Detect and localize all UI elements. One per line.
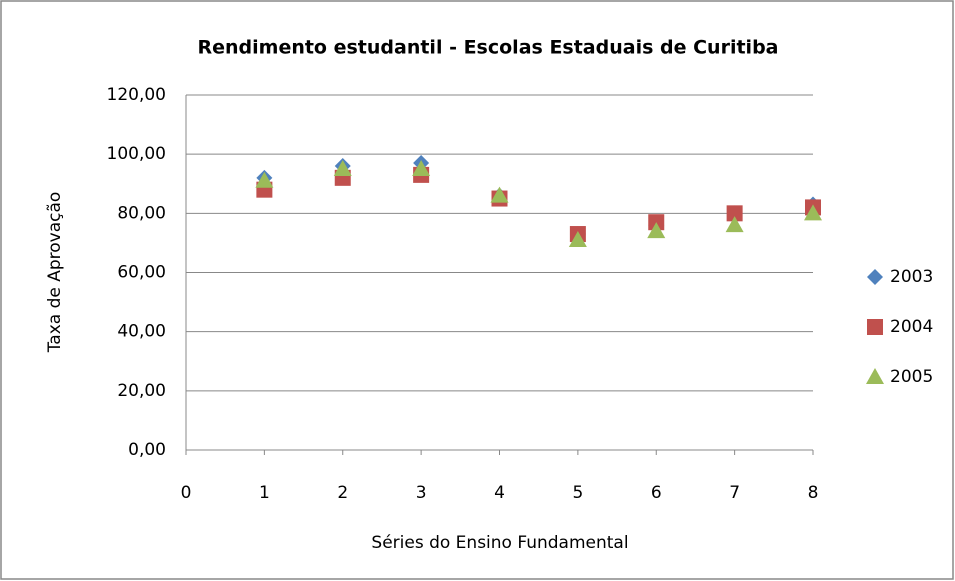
x-tick-label: 4 bbox=[494, 483, 505, 503]
legend-label: 2003 bbox=[890, 267, 933, 287]
x-tick-label: 6 bbox=[651, 483, 662, 503]
point bbox=[647, 222, 666, 239]
point bbox=[568, 230, 587, 247]
legend-swatch bbox=[867, 269, 883, 285]
y-axis-label: Taxa de Aprovação bbox=[45, 192, 65, 354]
y-tick-label: 60,00 bbox=[117, 263, 166, 283]
y-tick-label: 20,00 bbox=[117, 381, 166, 401]
point bbox=[804, 204, 822, 221]
point bbox=[412, 159, 431, 176]
legend-label: 2004 bbox=[890, 317, 933, 337]
x-tick-label: 1 bbox=[259, 483, 270, 503]
y-tick-label: 120,00 bbox=[107, 85, 166, 105]
x-tick-label: 3 bbox=[416, 483, 427, 503]
y-tick-label: 80,00 bbox=[117, 203, 166, 223]
x-tick-label: 8 bbox=[808, 483, 819, 503]
x-tick-label: 5 bbox=[572, 483, 583, 503]
legend-swatch bbox=[866, 368, 884, 384]
x-axis-label: Séries do Ensino Fundamental bbox=[371, 533, 628, 553]
point bbox=[726, 205, 743, 222]
x-tick-label: 7 bbox=[729, 483, 740, 503]
x-tick-label: 0 bbox=[181, 483, 192, 503]
legend-label: 2005 bbox=[890, 367, 933, 387]
y-tick-label: 0,00 bbox=[128, 440, 166, 460]
legend-swatch bbox=[867, 319, 883, 335]
point bbox=[333, 159, 352, 176]
x-tick-label: 2 bbox=[337, 483, 348, 503]
chart-title: Rendimento estudantil - Escolas Estaduai… bbox=[197, 37, 778, 59]
point bbox=[255, 171, 274, 188]
point bbox=[725, 216, 744, 233]
y-tick-label: 40,00 bbox=[117, 322, 166, 342]
y-tick-label: 100,00 bbox=[107, 144, 166, 164]
point bbox=[490, 186, 509, 203]
